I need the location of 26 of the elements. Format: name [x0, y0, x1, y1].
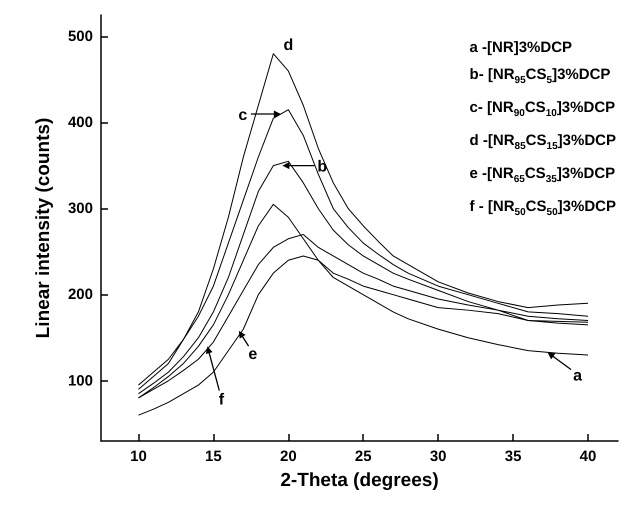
- x-tick-label: 40: [580, 448, 596, 465]
- x-tick-label: 35: [504, 448, 522, 465]
- y-axis-title: Linear intensity (counts): [33, 118, 54, 338]
- annotation: e: [248, 346, 258, 363]
- y-tick-label: 200: [68, 286, 93, 304]
- annotation: c- [NR$_{90}$CS$_{10}$]3%DCP: [470, 98, 616, 121]
- annotation: b- [NR$_{95}$CS$_{5}$]3%DCP: [470, 65, 612, 88]
- annotation: b: [317, 158, 328, 176]
- y-tick-label: 400: [68, 114, 93, 132]
- annotation: f - [NR$_{50}$CS$_{50}$]3%DCP: [470, 197, 616, 220]
- y-tick-label: 500: [68, 28, 93, 46]
- annotation: d: [283, 37, 294, 54]
- x-axis-title: 2-Theta (degrees): [280, 470, 439, 491]
- x-tick-label: 20: [280, 448, 297, 465]
- y-tick-label: 300: [68, 200, 93, 218]
- x-tick-label: 15: [205, 448, 222, 465]
- x-tick-label: 25: [354, 448, 372, 465]
- y-tick-label: 100: [68, 372, 93, 390]
- annotation: e -[NR$_{65}$CS$_{35}$]3%DCP: [470, 164, 616, 187]
- annotation: c: [238, 106, 248, 124]
- x-tick-label: 30: [430, 448, 447, 465]
- annotation: f: [218, 391, 225, 408]
- annotation: a -[NR]3%DCP: [470, 38, 574, 58]
- annotation: d -[NR$_{85}$CS$_{15}$]3%DCP: [470, 131, 616, 154]
- x-tick-label: 10: [130, 448, 147, 465]
- annotation: a: [573, 367, 582, 384]
